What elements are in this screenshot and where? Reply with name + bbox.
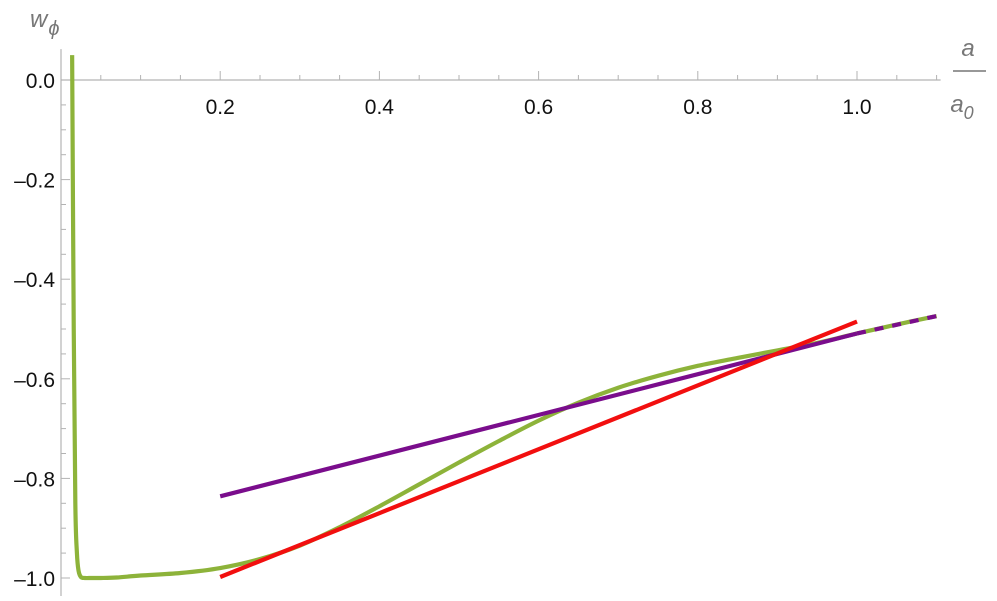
x-tick-label: 0.4	[365, 96, 395, 119]
x-tick-label: 0.2	[206, 96, 235, 119]
x-axis-label-denominator: a0	[950, 91, 973, 123]
x-tick-label: 0.6	[524, 96, 553, 119]
x-axis-label-denominator-sub: 0	[964, 103, 974, 123]
y-axis-label-sub: ϕ	[48, 18, 59, 40]
series-line-3	[219, 319, 858, 579]
x-axis-label-denominator-base: a	[950, 91, 963, 118]
x-axis-label-numerator: a	[961, 35, 974, 62]
y-tick-label: –0.4	[14, 269, 55, 292]
ticks-layer: 0.2 0.4 0.6 0.8 1.0 0.0 –0.2 –0.4 –0.6 –0.8 –1.0	[14, 70, 938, 591]
y-tick-label: 0.0	[26, 70, 55, 93]
x-axis-label: a a0	[950, 35, 986, 123]
series-layer	[70, 55, 938, 581]
series-line-1	[219, 331, 858, 499]
y-axis-label-base: w	[30, 6, 49, 33]
series-line-0	[70, 55, 938, 581]
axes	[60, 49, 941, 596]
series-line-2	[856, 313, 938, 336]
x-tick-label: 1.0	[842, 96, 871, 119]
y-tick-label: –0.6	[14, 369, 55, 392]
y-axis-label: wϕ	[30, 6, 59, 40]
y-tick-label: –1.0	[14, 568, 55, 591]
y-tick-label: –0.2	[14, 170, 55, 193]
y-tick-label: –0.8	[14, 468, 55, 491]
x-tick-label: 0.8	[683, 96, 712, 119]
